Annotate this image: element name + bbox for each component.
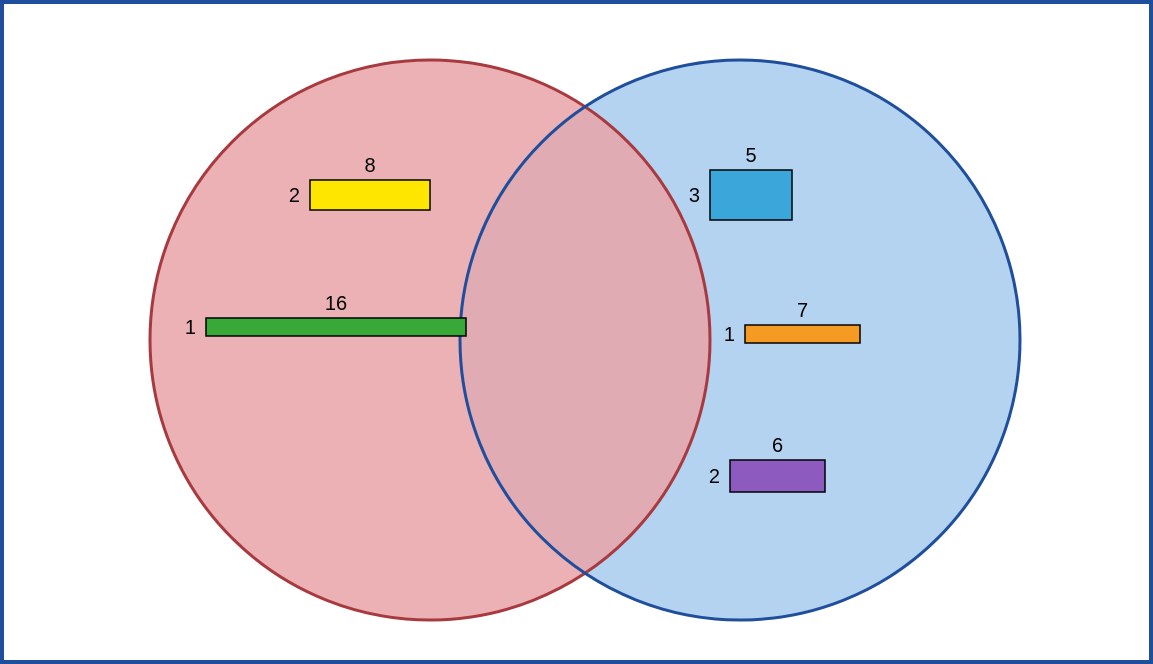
rect-label-left-purple: 2 <box>709 466 720 488</box>
rect-shape-blue <box>710 170 792 220</box>
venn-circle-left-fill <box>150 60 710 620</box>
rect-shape-green <box>206 318 466 336</box>
venn-svg: 82161537162 <box>0 0 1153 664</box>
rect-label-left-orange: 1 <box>724 324 735 346</box>
rect-label-left-yellow: 2 <box>289 185 300 207</box>
rect-shape-orange <box>745 325 860 343</box>
rect-label-left-blue: 3 <box>689 185 700 207</box>
diagram-frame: 82161537162 <box>0 0 1153 664</box>
rect-label-top-orange: 7 <box>797 300 808 322</box>
rect-label-top-purple: 6 <box>772 435 783 457</box>
rect-shape-yellow <box>310 180 430 210</box>
rect-label-top-green: 16 <box>325 293 347 315</box>
rect-label-left-green: 1 <box>185 317 196 339</box>
rect-label-top-blue: 5 <box>745 145 756 167</box>
rect-shape-purple <box>730 460 825 492</box>
rect-label-top-yellow: 8 <box>364 155 375 177</box>
